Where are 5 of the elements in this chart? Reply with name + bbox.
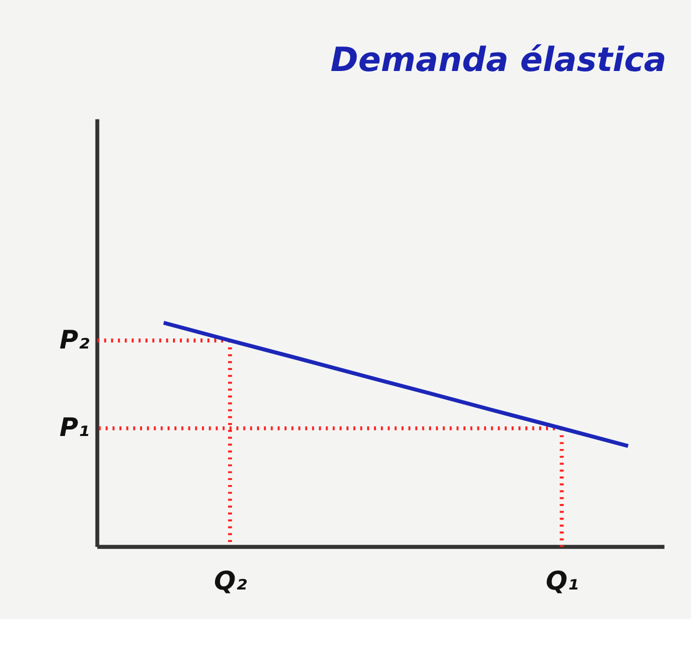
chart-title: Demanda élastica [330, 40, 666, 80]
text: P₁ [60, 413, 90, 444]
x-tick-label: Q₁ [546, 566, 579, 597]
x-tick-label: Q₂ [214, 566, 248, 597]
text: P₂ [60, 325, 90, 356]
